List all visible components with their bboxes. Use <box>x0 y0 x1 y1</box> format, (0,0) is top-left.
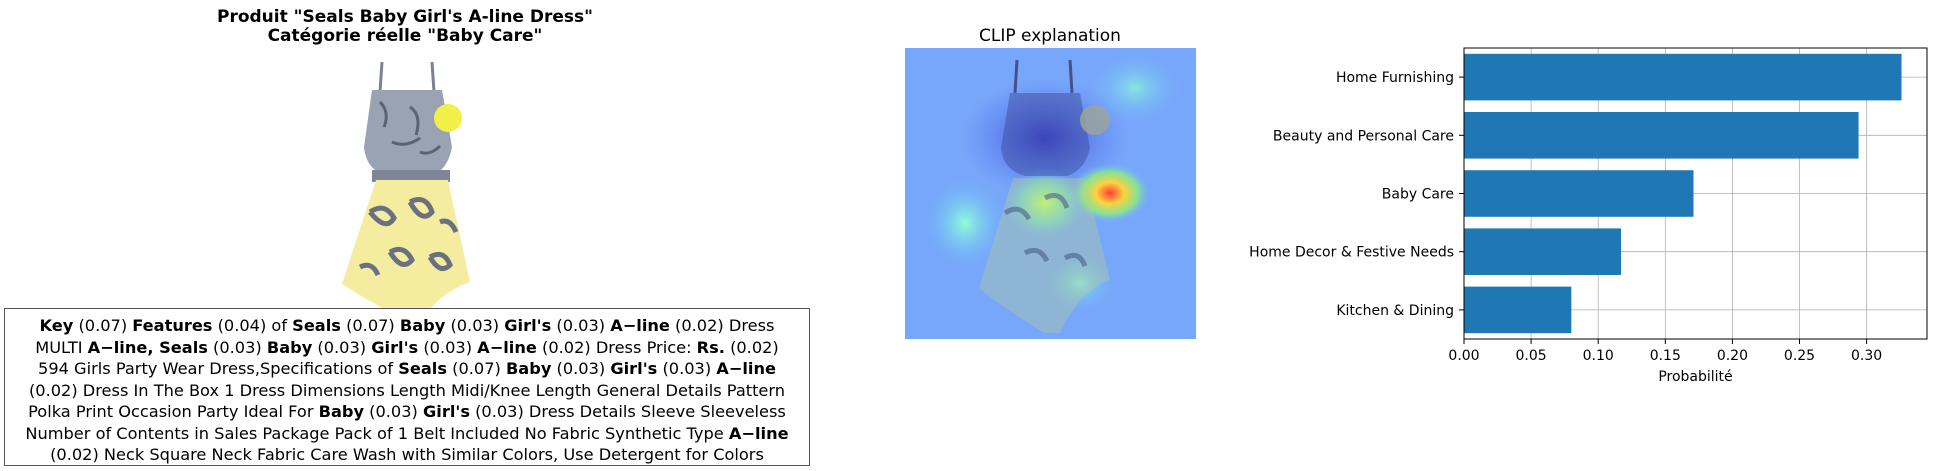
description-text: (0.03) <box>207 337 267 357</box>
bar <box>1464 112 1859 159</box>
description-text: (0.02) Dress <box>669 316 775 335</box>
description-line: Number of Contents in Sales Package Pack… <box>9 423 805 445</box>
description-text: (0.03) <box>364 402 423 421</box>
keyword-highlight: Baby <box>318 402 365 421</box>
description-text: (0.03) <box>551 316 611 335</box>
keyword-highlight: A−line, Seals <box>87 337 208 357</box>
description-text: Polka Print Occasion Party Ideal For <box>28 402 319 421</box>
description-text: (0.03) <box>418 337 478 357</box>
chart-bars <box>1464 53 1902 334</box>
product-title-line2: Catégorie réelle "Baby Care" <box>267 26 543 46</box>
description-line: Polka Print Occasion Party Ideal For Bab… <box>9 401 805 423</box>
description-text: (0.07) <box>340 316 400 335</box>
description-text: (0.03) <box>445 316 505 335</box>
keyword-highlight: Girl's <box>423 402 470 421</box>
bar <box>1464 170 1694 217</box>
keyword-highlight: Rs. <box>696 337 725 357</box>
keyword-highlight: A−line <box>728 423 789 443</box>
keyword-highlight: Baby <box>399 316 446 335</box>
y-tick-label: Kitchen & Dining <box>1336 303 1454 319</box>
description-text: (0.03) Dress Details Sleeve Sleeveless <box>469 402 786 421</box>
description-text: (0.03) <box>312 337 372 357</box>
description-text: (0.03) <box>657 359 717 378</box>
y-tick-label: Home Decor & Festive Needs <box>1249 245 1454 261</box>
product-dress-image <box>342 61 470 322</box>
keyword-highlight: Girl's <box>504 316 552 335</box>
keyword-highlight: Girl's <box>610 359 658 378</box>
keyword-highlight: A−line <box>610 316 670 335</box>
y-tick-label: Baby Care <box>1382 187 1454 203</box>
x-tick-label: 0.05 <box>1516 348 1547 364</box>
bar <box>1464 228 1622 275</box>
description-text: (0.02) Dress Price: <box>536 337 697 357</box>
description-line: 594 Girls Party Wear Dress,Specification… <box>9 358 805 380</box>
keyword-highlight: A−line <box>716 359 776 378</box>
description-text: (0.02) Dress In The Box 1 Dress Dimensio… <box>28 380 786 400</box>
description-line: (0.02) Neck Square Neck Fabric Care Wash… <box>9 444 805 466</box>
x-tick-label: 0.20 <box>1717 348 1748 364</box>
keyword-highlight: Seals <box>292 316 341 335</box>
chart-y-axis: Home Furnishing Beauty and Personal Care B… <box>1249 70 1464 319</box>
x-tick-label: 0.10 <box>1583 348 1614 364</box>
chart-x-axis: 0.00 0.05 0.10 0.15 0.20 0.25 0.30 <box>1448 339 1882 364</box>
x-tick-label: 0.25 <box>1784 348 1815 364</box>
bar <box>1464 53 1902 101</box>
x-tick-label: 0.30 <box>1851 348 1882 364</box>
keyword-highlight: Features <box>132 316 213 335</box>
clip-explanation-title: CLIP explanation <box>979 26 1121 46</box>
clip-heatmap-image <box>905 48 1196 339</box>
keyword-highlight: Baby <box>505 359 552 378</box>
y-tick-label: Beauty and Personal Care <box>1273 128 1454 144</box>
keyword-highlight: Girl's <box>371 337 419 357</box>
description-text: 594 Girls Party Wear Dress,Specification… <box>38 359 399 378</box>
description-text: (0.07) <box>73 316 133 335</box>
keyword-highlight: Key <box>39 316 74 335</box>
y-tick-label: Home Furnishing <box>1336 70 1454 86</box>
keyword-highlight: A−line <box>477 337 537 357</box>
description-text: (0.04) of <box>212 316 293 335</box>
keyword-highlight: Baby <box>266 337 313 357</box>
x-tick-label: 0.00 <box>1448 348 1479 364</box>
description-text: Number of Contents in Sales Package Pack… <box>25 423 729 443</box>
description-text: (0.07) <box>447 359 506 378</box>
bar <box>1464 286 1572 334</box>
description-text: (0.02) Neck Square Neck Fabric Care Wash… <box>50 445 764 464</box>
description-line: Key (0.07) Features (0.04) of Seals (0.0… <box>9 315 805 337</box>
description-text: MULTI <box>35 337 88 357</box>
x-tick-label: 0.15 <box>1650 348 1681 364</box>
description-line: (0.02) Dress In The Box 1 Dress Dimensio… <box>9 380 805 402</box>
description-text: (0.03) <box>551 359 611 378</box>
x-axis-label: Probabilité <box>1658 369 1732 385</box>
product-title-line1: Produit "Seals Baby Girl's A-line Dress" <box>216 7 593 27</box>
keyword-highlight: Seals <box>398 359 447 378</box>
product-title: Produit "Seals Baby Girl's A-line Dress"… <box>130 8 680 46</box>
description-line: MULTI A−line, Seals (0.03) Baby (0.03) G… <box>9 337 805 359</box>
description-text: (0.02) <box>724 337 779 357</box>
product-description-box: Key (0.07) Features (0.04) of Seals (0.0… <box>4 308 810 466</box>
